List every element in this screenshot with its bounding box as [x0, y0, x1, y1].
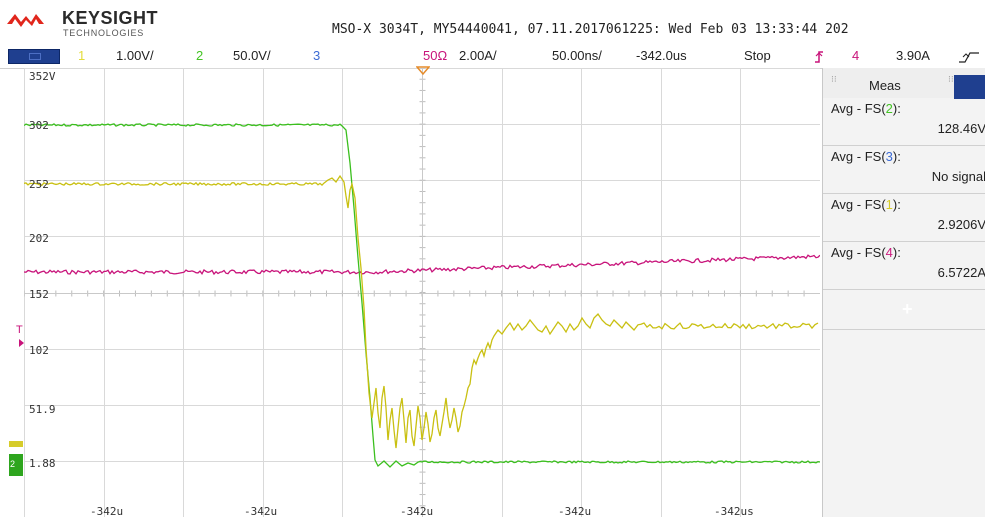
axis-labels: 352V 302 252 202 152 102 51.9 1.88 -342u -342u -34…	[29, 70, 754, 518]
keysight-logo-icon	[7, 14, 44, 27]
x-axis-label: -342u	[90, 505, 123, 517]
y-axis-label: 51.9	[29, 403, 56, 416]
trigger-edge-icon	[815, 51, 823, 63]
measurement-name: Avg - FS(1):	[831, 197, 901, 212]
trigger-position-marker	[416, 66, 430, 76]
ch2-ground-marker	[9, 454, 23, 476]
title-bar: KEYSIGHT TECHNOLOGIES MSO-X 3034T, MY544…	[0, 0, 985, 46]
channel-1-label[interactable]: 1	[78, 48, 86, 63]
add-measurement-button[interactable]: +	[823, 293, 985, 330]
channel-1-trace	[23, 174, 819, 449]
run-control-icon	[29, 53, 41, 60]
x-axis-label: -342us	[714, 505, 754, 517]
traces	[23, 123, 821, 468]
x-axis-label: -342u	[400, 505, 433, 517]
trigger-level-marker: T	[16, 324, 23, 336]
plus-icon: +	[902, 299, 913, 319]
run-control-button[interactable]	[8, 49, 60, 64]
y-axis-label: 252	[29, 178, 49, 191]
measurement-item[interactable]: Avg - FS(4): 6.5722A	[823, 242, 985, 290]
measurement-name: Avg - FS(4):	[831, 245, 901, 260]
brand-name: KEYSIGHT	[62, 8, 159, 28]
brand-subtitle: TECHNOLOGIES	[63, 28, 145, 38]
measurement-value: 6.5722A	[937, 265, 985, 280]
horizontal-delay[interactable]: -342.0us	[636, 48, 687, 63]
drag-handle-icon[interactable]: ⁝⁝	[831, 74, 837, 84]
channel-3-label[interactable]: 3	[313, 48, 321, 63]
channel-2-label[interactable]: 2	[196, 48, 204, 63]
channel-2-trace	[23, 123, 821, 468]
waveform-display[interactable]: 352V 302 252 202 152 102 51.9 1.88 -342u -342u -34…	[23, 67, 821, 518]
measurement-name: Avg - FS(2):	[831, 101, 901, 116]
channel-impedance[interactable]: 50Ω	[423, 48, 448, 63]
measurement-panel-title: Meas	[869, 78, 901, 93]
instrument-info: MSO-X 3034T, MY54440041, 07.11.201706122…	[332, 22, 849, 37]
measurement-item[interactable]: Avg - FS(1): 2.9206V	[823, 194, 985, 242]
measurement-value: 2.9206V	[937, 217, 985, 232]
rising-edge-icon	[959, 52, 979, 63]
drag-handle-icon[interactable]: ⁝⁝	[948, 74, 954, 84]
y-axis-label: 352V	[29, 70, 56, 83]
run-state[interactable]: Stop	[744, 48, 771, 63]
channel-4-scale[interactable]: 2.00A/	[459, 48, 497, 63]
waveform-grid[interactable]: 352V 302 252 202 152 102 51.9 1.88 -342u -342u -34…	[23, 67, 821, 518]
x-axis-label: -342u	[244, 505, 277, 517]
y-axis-label: 302	[29, 119, 49, 132]
measurement-item[interactable]: Avg - FS(2): 128.46V	[823, 98, 985, 146]
trigger-level[interactable]: 3.90A	[896, 48, 930, 63]
channel-4-trace	[23, 254, 821, 276]
x-axis-label: -342u	[558, 505, 591, 517]
measurement-panel-header: ⁝⁝ Meas ⁝⁝	[823, 68, 985, 99]
left-gutter: T 2	[9, 324, 24, 476]
svg-text:2: 2	[10, 459, 15, 469]
ch4-ground-marker	[19, 339, 24, 347]
trigger-channel[interactable]: 4	[852, 48, 860, 63]
ch1-ground-marker	[9, 441, 23, 447]
measurement-value: No signal	[931, 169, 985, 184]
measurement-name: Avg - FS(3):	[831, 149, 901, 164]
y-axis-label: 102	[29, 344, 49, 357]
y-axis-label: 152	[29, 288, 49, 301]
panel-tab-button[interactable]	[954, 75, 985, 99]
channel-2-scale[interactable]: 50.0V/	[233, 48, 271, 63]
channel-status-bar: 1 1.00V/ 2 50.0V/ 3 50Ω 2.00A/ 50.00ns/ …	[0, 46, 985, 69]
y-axis-label: 202	[29, 232, 49, 245]
timebase-scale[interactable]: 50.00ns/	[552, 48, 602, 63]
measurement-panel: ⁝⁝ Meas ⁝⁝ Avg - FS(2): 128.46V Avg - FS(3…	[822, 68, 985, 517]
channel-1-scale[interactable]: 1.00V/	[116, 48, 154, 63]
y-axis-label: 1.88	[29, 457, 56, 470]
measurement-item[interactable]: Avg - FS(3): No signal	[823, 146, 985, 194]
measurement-value: 128.46V	[937, 121, 985, 136]
